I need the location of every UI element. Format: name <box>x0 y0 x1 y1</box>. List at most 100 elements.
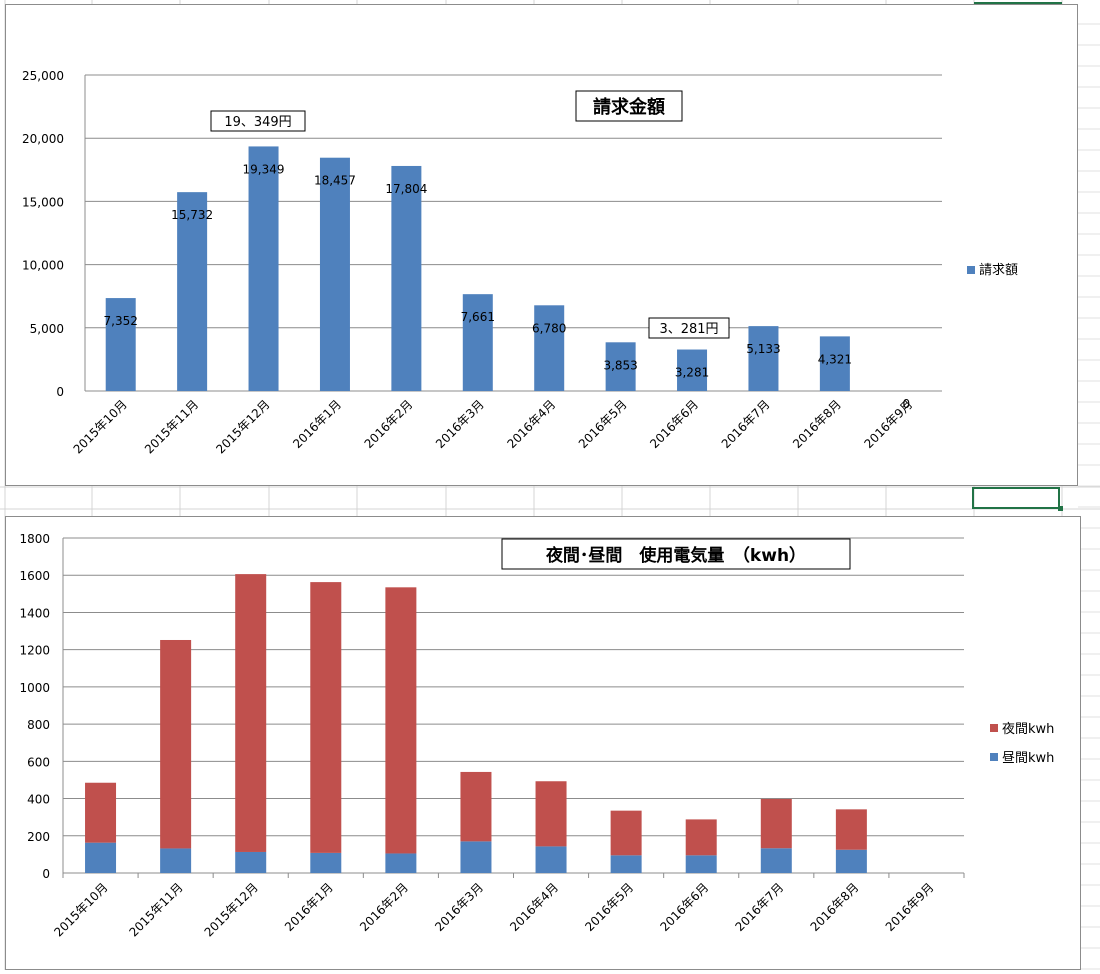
annotation-callout: 19、349円 <box>210 110 306 132</box>
legend: 請求額 <box>967 263 1018 278</box>
x-tick-label: 2016年1月 <box>282 880 336 934</box>
y-tick-label: 10,000 <box>22 259 64 273</box>
bar-day-2015年10月 <box>85 842 117 873</box>
bar-2016年3月 <box>462 294 493 391</box>
billing-amount-chart-svg: 0 5,000 10,000 15,000 20,000 25,000 7,352 2015年… <box>22 69 1018 456</box>
chart-title: 請求金額 <box>593 96 665 118</box>
data-label: 7,661 <box>461 310 495 324</box>
x-tick-label: 2015年10月 <box>51 880 110 939</box>
bar-night-2016年3月 <box>460 771 492 842</box>
chart-title-frame <box>501 538 851 570</box>
bar-day-2016年5月 <box>610 855 642 873</box>
x-tick-label: 2016年4月 <box>504 397 558 451</box>
chart-title-frame <box>575 90 683 122</box>
bar-2015年12月 <box>248 146 279 391</box>
legend-swatch <box>967 266 975 274</box>
bar-2016年4月 <box>534 305 565 391</box>
bar-night-2016年8月 <box>835 809 867 850</box>
bar-night-2016年6月 <box>685 819 717 856</box>
y-tick-label: 0 <box>42 867 50 881</box>
chart-title-box: 夜間･昼間 使用電気量 （kwh） <box>501 538 851 570</box>
data-label: 18,457 <box>314 174 356 188</box>
data-label: 6,780 <box>532 321 566 335</box>
bar-2016年7月 <box>748 326 779 391</box>
bar-day-2016年7月 <box>760 848 792 873</box>
bar-day-2016年8月 <box>835 849 867 873</box>
y-tick-label: 800 <box>27 718 50 732</box>
bar-2016年6月 <box>677 349 708 391</box>
y-tick-label: 1600 <box>19 569 50 583</box>
y-tick-label: 400 <box>27 793 50 807</box>
legend-swatch-night <box>990 724 998 732</box>
annotation-frame <box>648 317 730 339</box>
bar-night-2016年5月 <box>610 810 642 856</box>
selected-cell-top[interactable] <box>974 0 1062 4</box>
y-tick-label: 600 <box>27 755 50 769</box>
data-label: 3,281 <box>675 366 709 380</box>
bar-day-2016年2月 <box>385 853 417 873</box>
bar-night-2015年10月 <box>85 782 117 843</box>
bar-2016年1月 <box>319 157 350 391</box>
annotation-text: 19、349円 <box>224 115 291 130</box>
x-tick-label: 2015年12月 <box>213 397 272 456</box>
legend: 夜間kwh 昼間kwh <box>990 722 1054 766</box>
data-label: 7,352 <box>104 314 138 328</box>
x-tick-label: 2015年11月 <box>126 880 185 939</box>
annotation-text: 3、281円 <box>659 322 718 337</box>
bar-2016年8月 <box>819 336 850 391</box>
data-label: 17,804 <box>385 182 427 196</box>
bar-2015年11月 <box>177 192 208 391</box>
bar-day-2016年1月 <box>310 852 342 873</box>
x-tick-label: 2016年2月 <box>362 397 416 451</box>
bar-day-2016年4月 <box>535 846 567 873</box>
bar-night-2016年7月 <box>760 798 792 849</box>
x-tick-label: 2015年10月 <box>71 397 130 456</box>
y-tick-label: 1000 <box>19 681 50 695</box>
bar-2015年10月 <box>105 298 136 391</box>
bar-night-2016年1月 <box>310 582 342 853</box>
y-tick-label: 25,000 <box>22 69 64 83</box>
y-tick-label: 15,000 <box>22 195 64 209</box>
bar-night-2016年2月 <box>385 587 417 854</box>
bar-night-2016年4月 <box>535 781 567 847</box>
chart-title-box: 請求金額 <box>575 90 683 122</box>
bar-night-2015年11月 <box>160 639 192 849</box>
x-tick-label: 2015年12月 <box>202 880 261 939</box>
bar-day-2015年11月 <box>160 848 192 873</box>
y-tick-label: 20,000 <box>22 132 64 146</box>
chart-title: 夜間･昼間 使用電気量 （kwh） <box>545 545 806 566</box>
x-tick-label: 2016年9月 <box>862 397 916 451</box>
bar-night-2015年12月 <box>235 574 267 852</box>
x-tick-label: 2016年7月 <box>733 880 787 934</box>
y-tick-label: 1800 <box>19 532 50 546</box>
y-tick-label: 0 <box>56 385 64 399</box>
x-tick-label: 2016年3月 <box>432 880 486 934</box>
data-label: 3,853 <box>603 358 637 372</box>
data-label: 5,133 <box>746 342 780 356</box>
x-tick-label: 2016年6月 <box>647 397 701 451</box>
x-tick-label: 2015年11月 <box>142 397 201 456</box>
x-tick-label: 2016年8月 <box>790 397 844 451</box>
y-tick-label: 200 <box>27 830 50 844</box>
x-tick-label: 2016年6月 <box>657 880 711 934</box>
x-tick-label: 2016年4月 <box>507 880 561 934</box>
electricity-usage-chart-svg: 0 200 400 600 800 1000 1200 1400 1600 1800 2015年10… <box>19 532 1054 939</box>
x-tick-label: 2016年5月 <box>576 397 630 451</box>
legend-swatch-day <box>990 753 998 761</box>
selected-cell[interactable] <box>972 487 1060 509</box>
fill-handle[interactable] <box>1058 506 1063 511</box>
data-label: 15,732 <box>171 208 213 222</box>
y-tick-label: 1200 <box>19 644 50 658</box>
data-label: 0 <box>902 397 910 411</box>
data-label: 4,321 <box>818 352 852 366</box>
x-tick-label: 2016年8月 <box>808 880 862 934</box>
bar-2016年2月 <box>391 165 422 391</box>
billing-amount-chart[interactable]: 0 5,000 10,000 15,000 20,000 25,000 7,352 2015年… <box>5 4 1078 486</box>
y-tick-label: 1400 <box>19 606 50 620</box>
data-label: 19,349 <box>243 162 285 176</box>
legend-label: 請求額 <box>979 263 1018 278</box>
x-tick-label: 2016年3月 <box>433 397 487 451</box>
x-tick-label: 2016年2月 <box>357 880 411 934</box>
x-tick-label: 2016年5月 <box>582 880 636 934</box>
electricity-usage-chart[interactable]: 0 200 400 600 800 1000 1200 1400 1600 1800 2015年10… <box>5 516 1081 970</box>
